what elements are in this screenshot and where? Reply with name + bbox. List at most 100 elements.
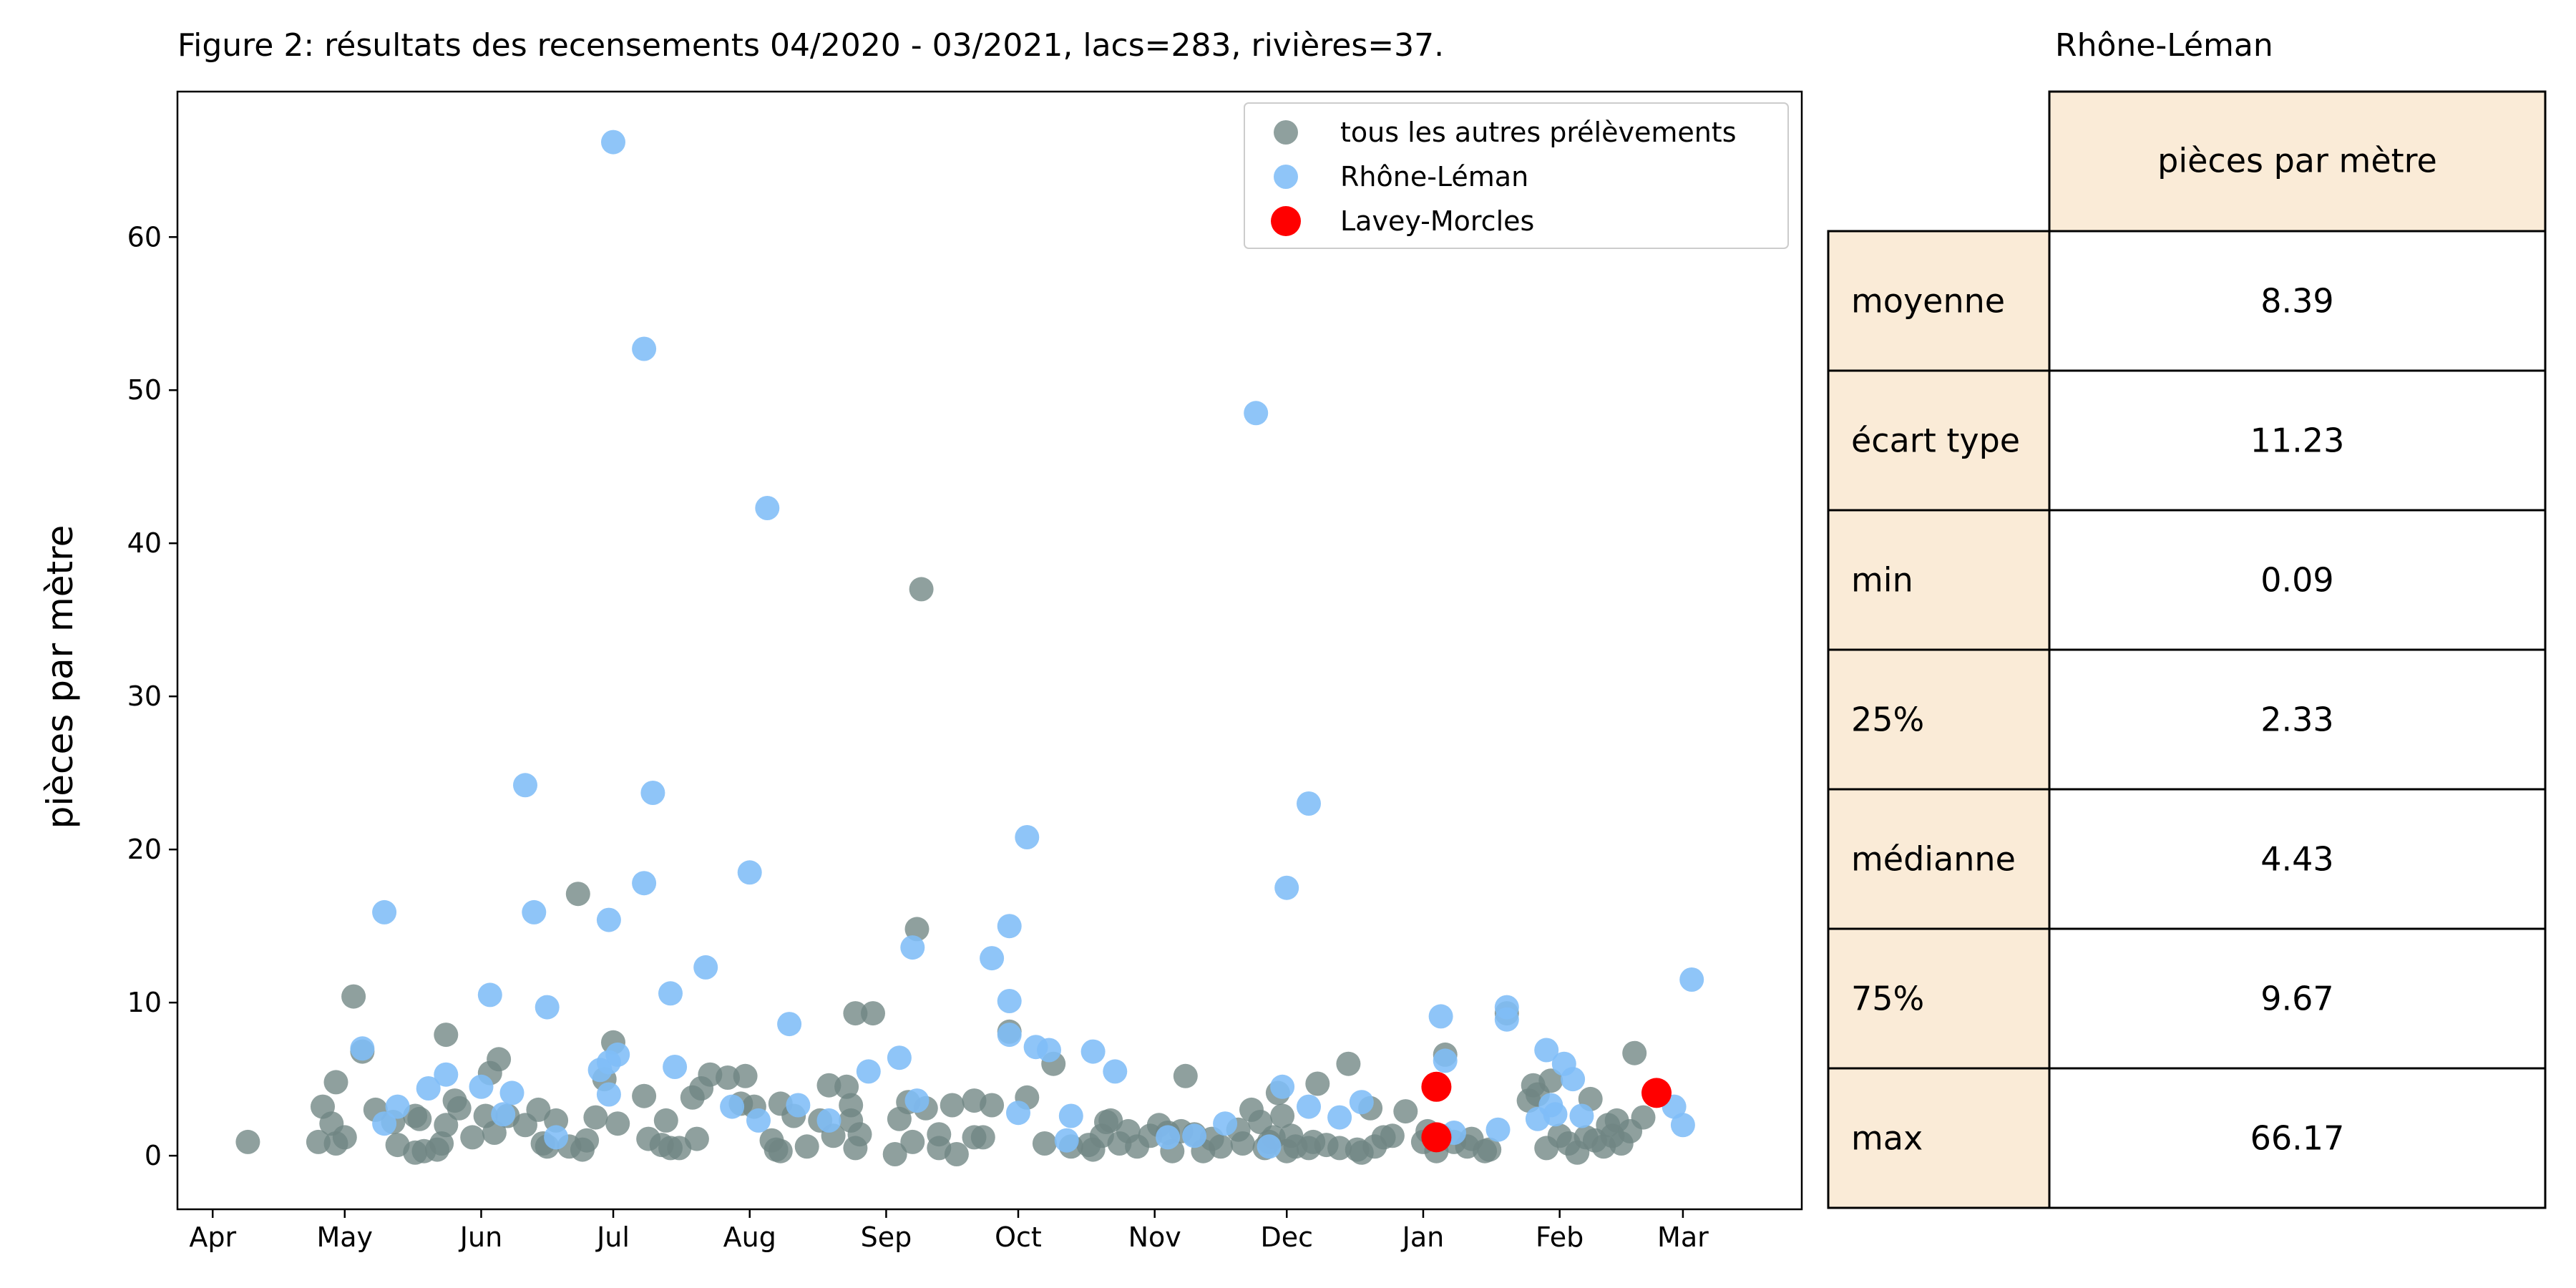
data-point [605, 1042, 630, 1067]
data-point [1622, 1040, 1647, 1065]
legend-label: tous les autres prélèvements [1340, 117, 1737, 148]
data-point [1098, 1108, 1123, 1133]
data-point [1327, 1105, 1352, 1130]
data-point [1631, 1105, 1656, 1130]
y-tick-label: 60 [127, 221, 162, 253]
data-point [839, 1093, 864, 1118]
data-point [372, 1111, 397, 1136]
table-row-value-cell [2048, 788, 2547, 930]
figure-title: Figure 2: résultats des recensements 04/… [177, 27, 1445, 64]
data-point [434, 1023, 459, 1048]
data-point [746, 1108, 771, 1133]
data-point [1015, 825, 1040, 849]
table-row-value: 8.39 [2260, 282, 2333, 321]
data-point [909, 577, 934, 602]
data-point [1494, 1007, 1519, 1032]
data-point [306, 1129, 331, 1154]
data-point [940, 1093, 965, 1118]
data-point [1543, 1102, 1568, 1127]
data-point [733, 1063, 758, 1088]
data-point [575, 1128, 600, 1153]
data-point [487, 1047, 512, 1072]
legend-marker [1271, 206, 1301, 236]
data-point [583, 1105, 608, 1130]
table-row-value: 4.43 [2260, 840, 2333, 879]
data-point [535, 995, 560, 1020]
table-row-value: 0.09 [2260, 561, 2333, 600]
x-tick-label: Nov [1128, 1221, 1181, 1253]
data-point [653, 1108, 678, 1133]
legend-label: Rhône-Léman [1340, 161, 1528, 192]
legend-frame [1244, 102, 1789, 249]
y-tick-label: 20 [127, 834, 162, 865]
table-row-label-cell [1827, 509, 2051, 651]
data-point [997, 989, 1022, 1013]
legend-marker [1274, 165, 1298, 189]
table-row-label: médianne [1851, 840, 2016, 879]
x-tick-label: Jan [1401, 1221, 1445, 1253]
x-tick-label: May [316, 1221, 373, 1253]
data-point [1433, 1048, 1458, 1073]
data-point [658, 981, 683, 1006]
data-point [900, 1129, 925, 1154]
legend: tous les autres prélèvements Rhône-Léman L… [1244, 102, 1789, 249]
x-tick-label: Feb [1536, 1221, 1584, 1253]
series-lavey-morcles [1421, 1071, 1672, 1153]
data-point [1037, 1038, 1061, 1063]
data-point [1230, 1131, 1255, 1156]
data-point [1297, 791, 1321, 816]
data-point [1103, 1059, 1128, 1084]
data-point [1213, 1111, 1238, 1136]
data-point [434, 1062, 459, 1087]
data-point [1156, 1125, 1181, 1150]
data-point [794, 1134, 819, 1159]
data-point [1534, 1038, 1559, 1063]
data-point [407, 1106, 432, 1131]
data-point [416, 1076, 441, 1101]
x-tick-label: Jun [459, 1221, 502, 1253]
table-row-value-cell [2048, 230, 2547, 372]
data-point [1297, 1094, 1321, 1119]
data-point [1679, 967, 1704, 992]
data-point [522, 899, 547, 924]
data-point [755, 496, 780, 520]
y-tick-label: 50 [127, 374, 162, 406]
data-point [1305, 1071, 1330, 1096]
data-point [632, 1083, 657, 1108]
data-point [1257, 1134, 1282, 1159]
data-point [482, 1121, 507, 1145]
data-point [544, 1125, 569, 1150]
table-row-value-cell [2048, 509, 2547, 651]
data-point [816, 1108, 841, 1133]
data-point [1209, 1134, 1233, 1159]
data-point [663, 1055, 688, 1079]
data-point [1421, 1071, 1452, 1102]
y-tick-label: 10 [127, 987, 162, 1018]
x-tick-label: Oct [995, 1221, 1042, 1253]
data-point [737, 860, 762, 885]
data-point [372, 899, 397, 924]
data-point [768, 1138, 793, 1163]
table-row-value-cell [2048, 927, 2547, 1070]
data-point [777, 1012, 802, 1037]
data-point [632, 336, 657, 361]
data-point [460, 1125, 485, 1150]
table-row-value: 11.23 [2250, 421, 2345, 460]
data-point [323, 1070, 348, 1095]
data-point [447, 1096, 472, 1121]
data-point [565, 882, 590, 907]
x-tick-label: Dec [1260, 1221, 1313, 1253]
table-row-value-cell [2048, 1067, 2547, 1209]
x-tick-label: Sep [861, 1221, 912, 1253]
data-point [1058, 1103, 1083, 1128]
table-title: Rhône-Léman [2055, 27, 2273, 64]
data-point [786, 1093, 811, 1118]
data-point [350, 1036, 375, 1061]
data-point [1182, 1123, 1207, 1148]
data-point [887, 1045, 912, 1070]
series-rhone-leman [350, 130, 1704, 1159]
data-point [1485, 1117, 1511, 1142]
data-point [1336, 1051, 1361, 1076]
data-point [341, 984, 366, 1009]
